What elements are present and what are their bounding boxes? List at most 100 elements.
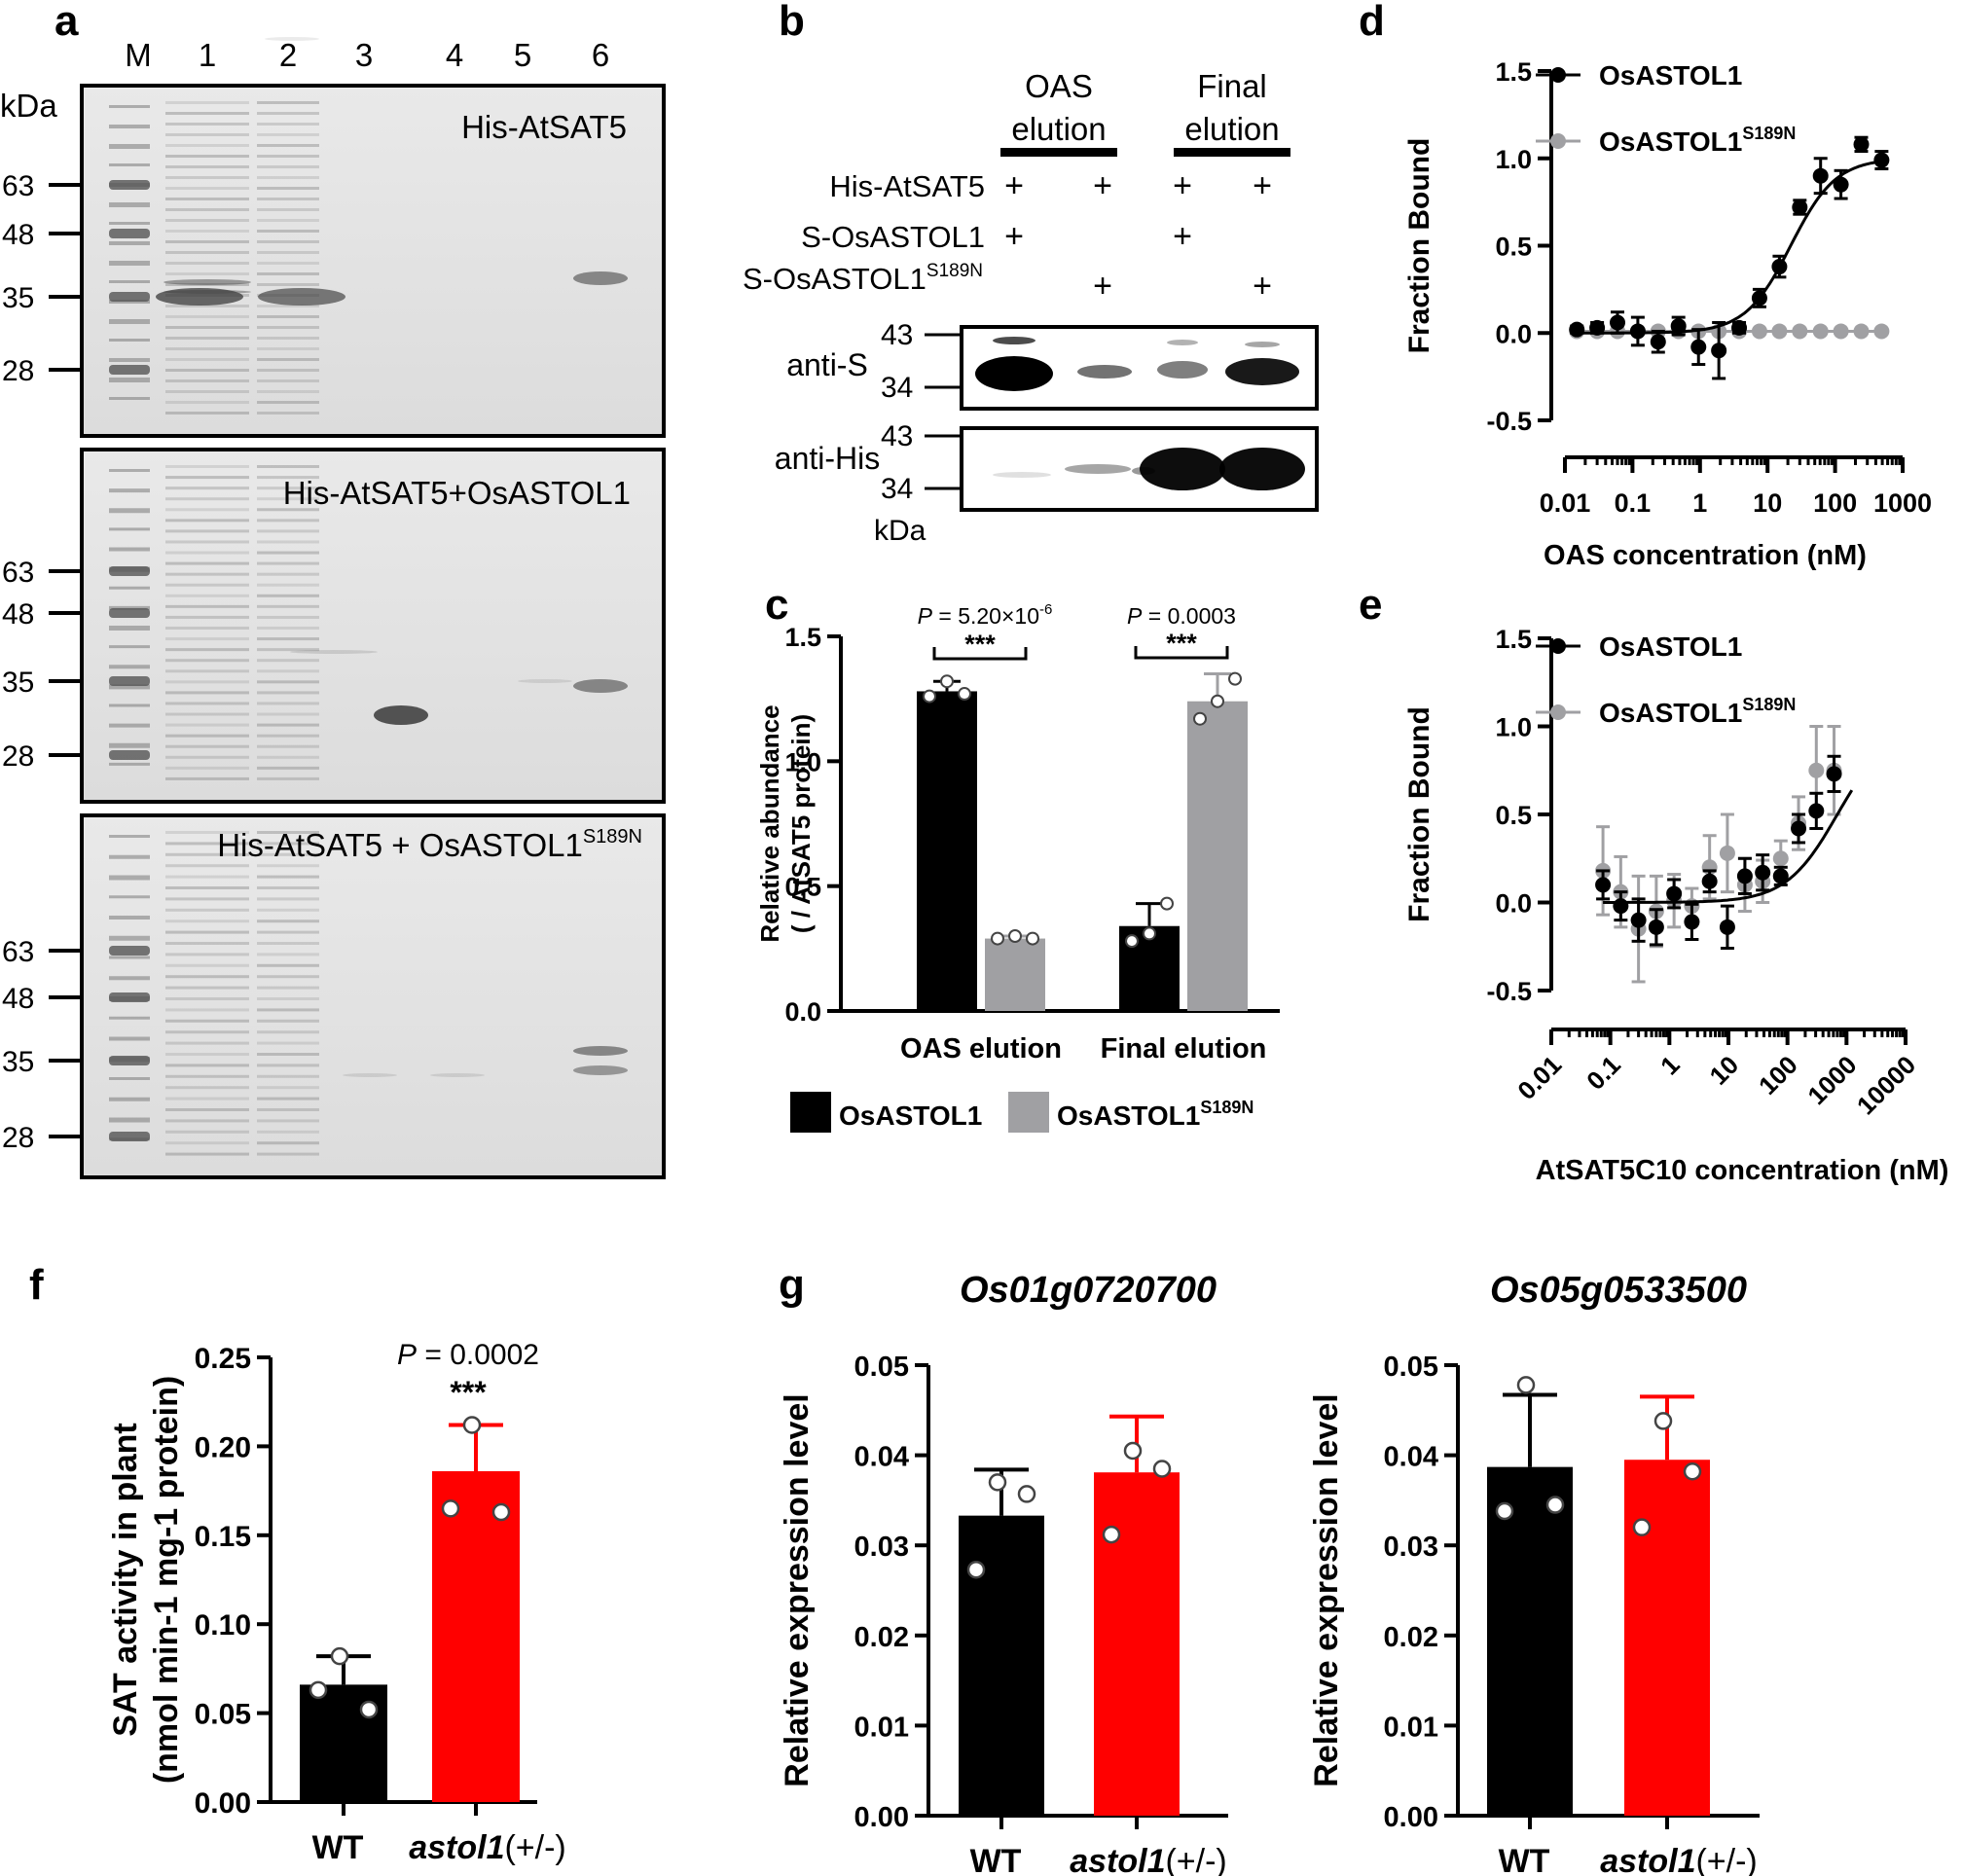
data-point [923,689,936,704]
data-point [1812,167,1829,184]
p-value-letter: P [918,603,933,629]
x-category-label: WT [312,1829,364,1866]
data-point [1666,885,1683,902]
blot-label: anti-S [786,347,868,382]
legend-marker [1550,133,1566,149]
y-axis-label-line1: SAT activity in plant [107,1423,144,1736]
data-point [1193,711,1207,726]
p-value-exponent: -6 [1039,601,1052,618]
lysate-band [165,975,249,979]
x-axis-label: OAS concentration (nM) [1544,540,1867,571]
lysate-band [257,123,319,126]
lysate-band [165,208,249,211]
data-point [1853,323,1870,340]
data-point [966,1560,986,1579]
y-tick-label: 0.00 [854,1802,909,1833]
lysate-band [165,315,249,318]
plus-mark: + [1173,218,1192,255]
lysate-band [165,262,249,265]
protein-band [164,279,251,285]
lysate-band [257,272,319,275]
lysate-band [257,864,319,868]
lysate-band [257,412,319,415]
marker-kda: 28 [2,1122,34,1154]
data-point [1791,820,1807,837]
y-tick-label: 0.25 [195,1343,251,1375]
lysate-band [165,379,249,382]
plus-mark: + [1253,167,1272,204]
x-category-suffix: (+/-) [1165,1843,1226,1876]
gel-frame [80,448,666,804]
plus-mark: + [1004,167,1024,204]
gel-label-superscript: S189N [583,826,642,848]
data-point [1495,1501,1514,1521]
lysate-band [165,133,249,136]
y-tick-label: 1.5 [1495,57,1532,87]
lysate-band [257,886,319,889]
ladder-marker-band [109,365,150,375]
y-tick-label: 0.5 [1495,233,1532,262]
y-tick-label: 0.5 [1495,801,1532,830]
y-tick-label: 0.15 [195,1521,251,1553]
lysate-band [165,326,249,329]
panel-f: f 0.00 0.05 0.10 0.15 0.20 0.25 SAT activity i… [29,1261,566,1866]
data-point [1853,136,1870,153]
lysate-band [257,572,319,576]
data-point [1545,1496,1565,1514]
ladder-marker-band [109,292,150,302]
blot-marker: 34 [881,473,913,505]
x-category-suffix: (+/-) [504,1829,565,1866]
lysate-band [257,1064,319,1067]
blot-marker: 43 [881,420,913,452]
lysate-band [257,337,319,340]
plus-mark: + [1093,268,1112,305]
lysate-band [257,561,319,565]
legend-c: OsASTOL1 OsASTOL1S189N [790,1092,1254,1133]
marker-kda: 35 [2,667,34,699]
bar-1-1 [1187,701,1248,1011]
lysate-band [165,1097,249,1100]
ladder-marker-band [109,566,150,576]
ladder-marker-band [109,1056,150,1065]
bar-0-1 [985,938,1045,1011]
y-tick-label: 0.0 [1495,319,1532,348]
lysate-band [165,1086,249,1090]
panel-b: b OAS elution Final elution His-AtSAT5 + + + + S… [743,0,1319,547]
lane-label: 4 [446,37,463,73]
blot-band [975,356,1053,391]
x-axis-label: AtSAT5C10 concentration (nM) [1536,1155,1949,1186]
x-category-text: WT [970,1843,1022,1876]
x-category-label: astol1(+/-) [409,1829,566,1866]
legend-label: OsASTOL1S189N [1599,124,1796,157]
data-point [1653,1412,1673,1430]
lysate-band [165,572,249,576]
bar-1 [1094,1472,1180,1816]
protein-band [518,679,572,683]
panel-c: c 0.0 0.5 1.0 1.5 Relative abundance( / AtSA… [755,581,1280,1133]
marker-kda: 63 [2,557,34,589]
data-point [1630,912,1647,928]
x-tick-label: 10000 [1851,1050,1921,1120]
lysate-band [165,1141,249,1145]
chart-g1: 0.00 0.01 0.02 0.03 0.04 0.05 Os01g0720700 Rela… [779,1270,1228,1876]
y-axis-label-line1: Relative abundance [755,704,784,942]
lysate-band [165,1041,249,1045]
ladder-band [109,469,150,472]
legend-label-text: OsASTOL1 [1599,698,1742,728]
lysate-band [257,594,319,597]
lysate-band [165,723,249,727]
legend-label-superscript: S189N [1742,695,1796,714]
ladder-band [109,956,150,959]
ladder-marker-band [109,992,150,1002]
data-point [1629,323,1646,340]
lysate-band [165,942,249,945]
lysate-band [257,379,319,382]
p-value: P = 5.20×10-6 [918,601,1053,629]
marker-kda: 35 [2,282,34,314]
panel-letter-d: d [1359,0,1385,45]
ladder-band [109,125,150,128]
x-category-text: astol1 [1600,1843,1695,1876]
ladder-band [109,1036,150,1041]
